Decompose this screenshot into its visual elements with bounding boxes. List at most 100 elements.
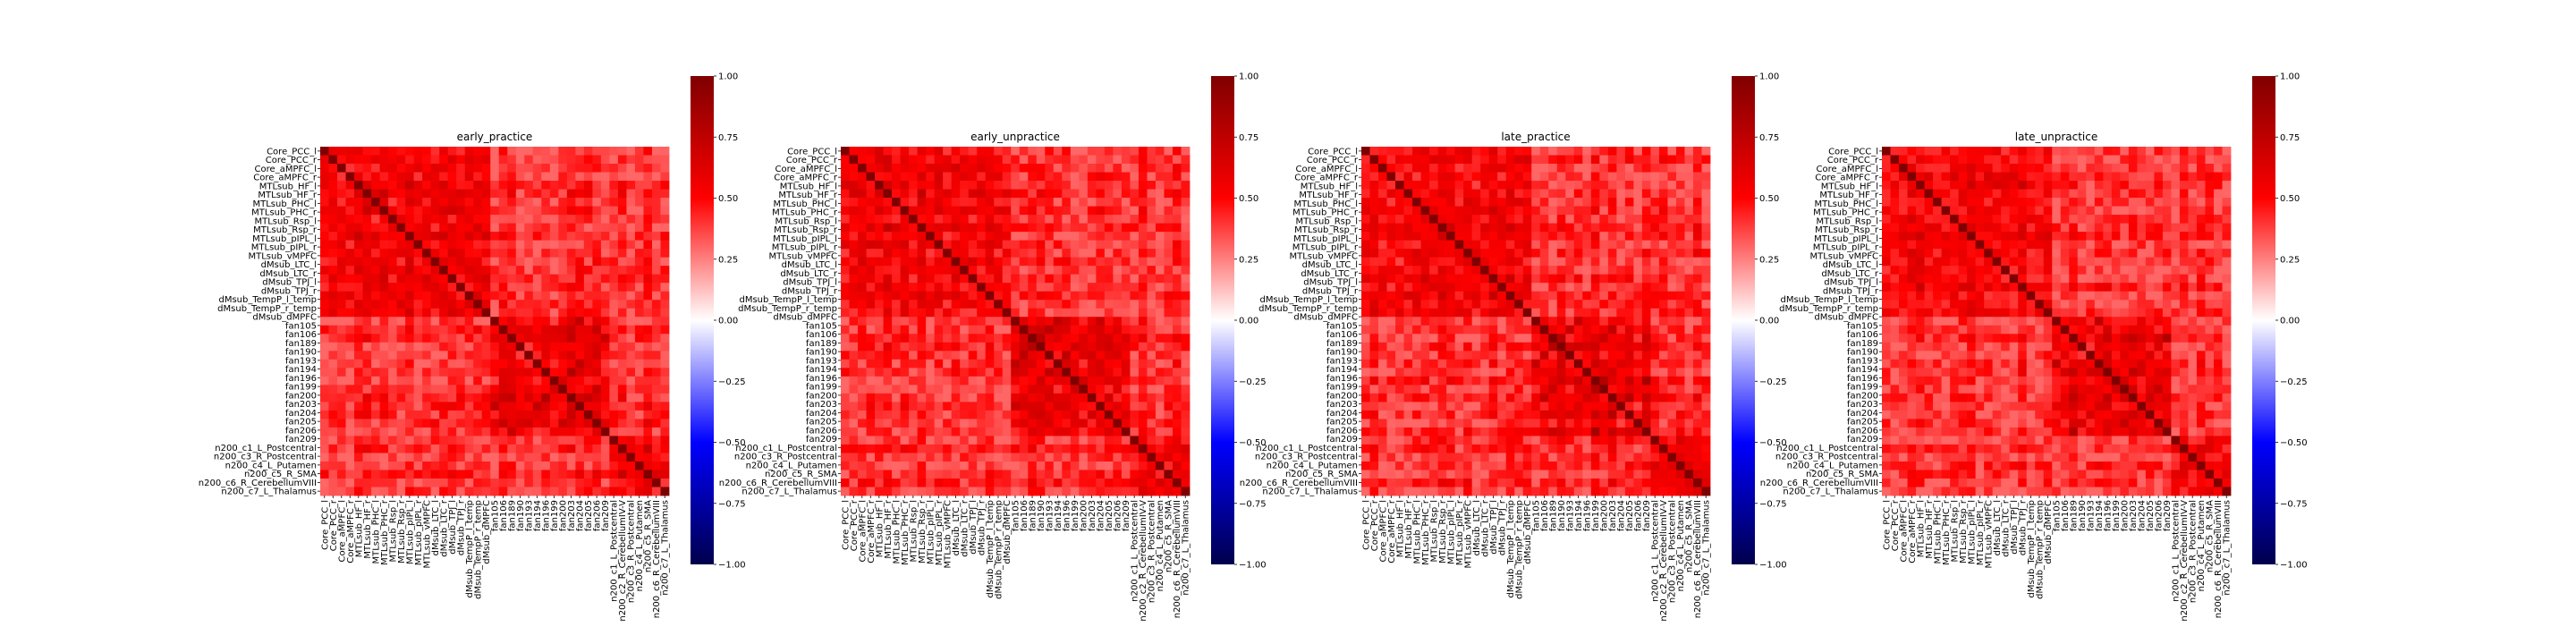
heatmap-cell xyxy=(1181,274,1191,284)
heatmap-cell xyxy=(977,257,987,267)
heatmap-cell xyxy=(892,368,901,377)
heatmap-cell xyxy=(422,410,432,419)
heatmap-cell xyxy=(1070,181,1080,190)
heatmap-cell xyxy=(1181,232,1191,242)
heatmap-cell xyxy=(926,164,936,173)
heatmap-cell xyxy=(1446,274,1456,284)
heatmap-cell xyxy=(626,181,636,190)
heatmap-cell xyxy=(1062,206,1072,216)
column-label: MTLsub_vMPFC xyxy=(943,500,953,569)
heatmap-cell xyxy=(439,487,449,496)
heatmap-cell xyxy=(388,189,398,199)
heatmap-cell xyxy=(320,444,329,453)
heatmap-cell xyxy=(849,402,859,411)
heatmap-cell xyxy=(1130,453,1140,462)
heatmap-cell xyxy=(592,419,602,428)
heatmap-cell xyxy=(1480,317,1490,326)
heatmap-cell xyxy=(362,334,372,343)
heatmap-cell xyxy=(1471,283,1481,292)
heatmap-cell xyxy=(943,470,953,479)
heatmap-cell xyxy=(1155,368,1165,377)
heatmap-cell xyxy=(362,223,372,233)
heatmap-cell xyxy=(1514,232,1524,242)
heatmap-cell xyxy=(1079,402,1089,411)
heatmap-cell xyxy=(634,206,644,216)
heatmap-cell xyxy=(1692,368,1702,377)
heatmap-cell xyxy=(515,487,525,496)
heatmap-cell xyxy=(926,274,936,284)
heatmap-cell xyxy=(1079,342,1089,352)
heatmap-cell xyxy=(1480,198,1490,207)
heatmap-cell xyxy=(1684,164,1694,173)
heatmap-cell xyxy=(1113,351,1123,360)
heatmap-cell xyxy=(960,249,970,258)
heatmap-cell xyxy=(660,249,670,258)
heatmap-cell xyxy=(1011,393,1021,402)
heatmap-cell xyxy=(943,274,953,284)
heatmap-cell xyxy=(473,206,483,216)
heatmap-cell xyxy=(892,198,901,207)
heatmap-cell xyxy=(1684,317,1694,326)
heatmap-cell xyxy=(1437,189,1447,199)
heatmap-cell xyxy=(456,317,466,326)
column-label: Core_aMPFC_r xyxy=(346,499,356,564)
heatmap-cell xyxy=(1172,266,1182,275)
heatmap-cell xyxy=(1062,274,1072,284)
heatmap-cell xyxy=(643,334,653,343)
heatmap-cell xyxy=(634,351,644,360)
heatmap-cell xyxy=(909,181,919,190)
heatmap-cell xyxy=(515,317,525,326)
row-label: n200_c3_R_Postcentral xyxy=(734,453,837,462)
heatmap-cell xyxy=(473,334,483,343)
heatmap-cell xyxy=(1641,274,1651,284)
heatmap-cell xyxy=(977,172,987,182)
heatmap-cell xyxy=(985,402,995,411)
heatmap-cells xyxy=(320,147,670,496)
heatmap-cell xyxy=(977,402,987,411)
heatmap-cell xyxy=(1556,291,1566,301)
heatmap-cell xyxy=(328,487,338,496)
heatmap-cell xyxy=(1454,206,1464,216)
heatmap-cell xyxy=(1361,300,1370,309)
heatmap-cell xyxy=(490,181,500,190)
heatmap-cell xyxy=(1599,232,1609,242)
heatmap-cell xyxy=(977,444,987,453)
heatmap-cell xyxy=(532,325,542,335)
heatmap-cell xyxy=(643,283,653,292)
heatmap-cell xyxy=(985,283,995,292)
heatmap-cell xyxy=(490,478,500,487)
heatmap-cell xyxy=(413,436,423,445)
heatmap-cell xyxy=(600,436,610,445)
heatmap-cell xyxy=(405,444,415,453)
heatmap-cell xyxy=(977,223,987,233)
heatmap-cell xyxy=(405,419,415,428)
heatmap-cell xyxy=(1087,470,1097,479)
heatmap-cell xyxy=(875,461,884,470)
colorbar-tick-label: 0.00 xyxy=(1239,317,1258,326)
heatmap-cell xyxy=(1480,164,1490,173)
heatmap-cell xyxy=(900,334,910,343)
heatmap-cell xyxy=(524,155,534,165)
heatmap-cell xyxy=(1454,385,1464,394)
heatmap-cell xyxy=(405,283,415,292)
heatmap-cell xyxy=(1138,342,1148,352)
heatmap-cell xyxy=(892,223,901,233)
heatmap-cell xyxy=(1096,300,1106,309)
heatmap-cell xyxy=(1386,215,1396,225)
column-label: fan193 xyxy=(525,500,535,531)
heatmap-cell xyxy=(354,419,363,428)
heatmap-cell xyxy=(541,317,551,326)
heatmap-cell xyxy=(600,470,610,479)
heatmap-cell xyxy=(1412,206,1421,216)
heatmap-cell xyxy=(1607,385,1617,394)
heatmap-cell xyxy=(634,487,644,496)
heatmap-cell xyxy=(1045,376,1055,386)
heatmap-cell xyxy=(1437,325,1447,335)
heatmap-cell xyxy=(422,351,432,360)
heatmap-cell xyxy=(1573,385,1583,394)
heatmap-cell xyxy=(379,359,389,369)
heatmap-cell xyxy=(379,240,389,250)
heatmap-cell xyxy=(985,410,995,419)
heatmap-cell xyxy=(558,189,568,199)
column-label: dMsub_TPJ_r xyxy=(977,499,987,555)
